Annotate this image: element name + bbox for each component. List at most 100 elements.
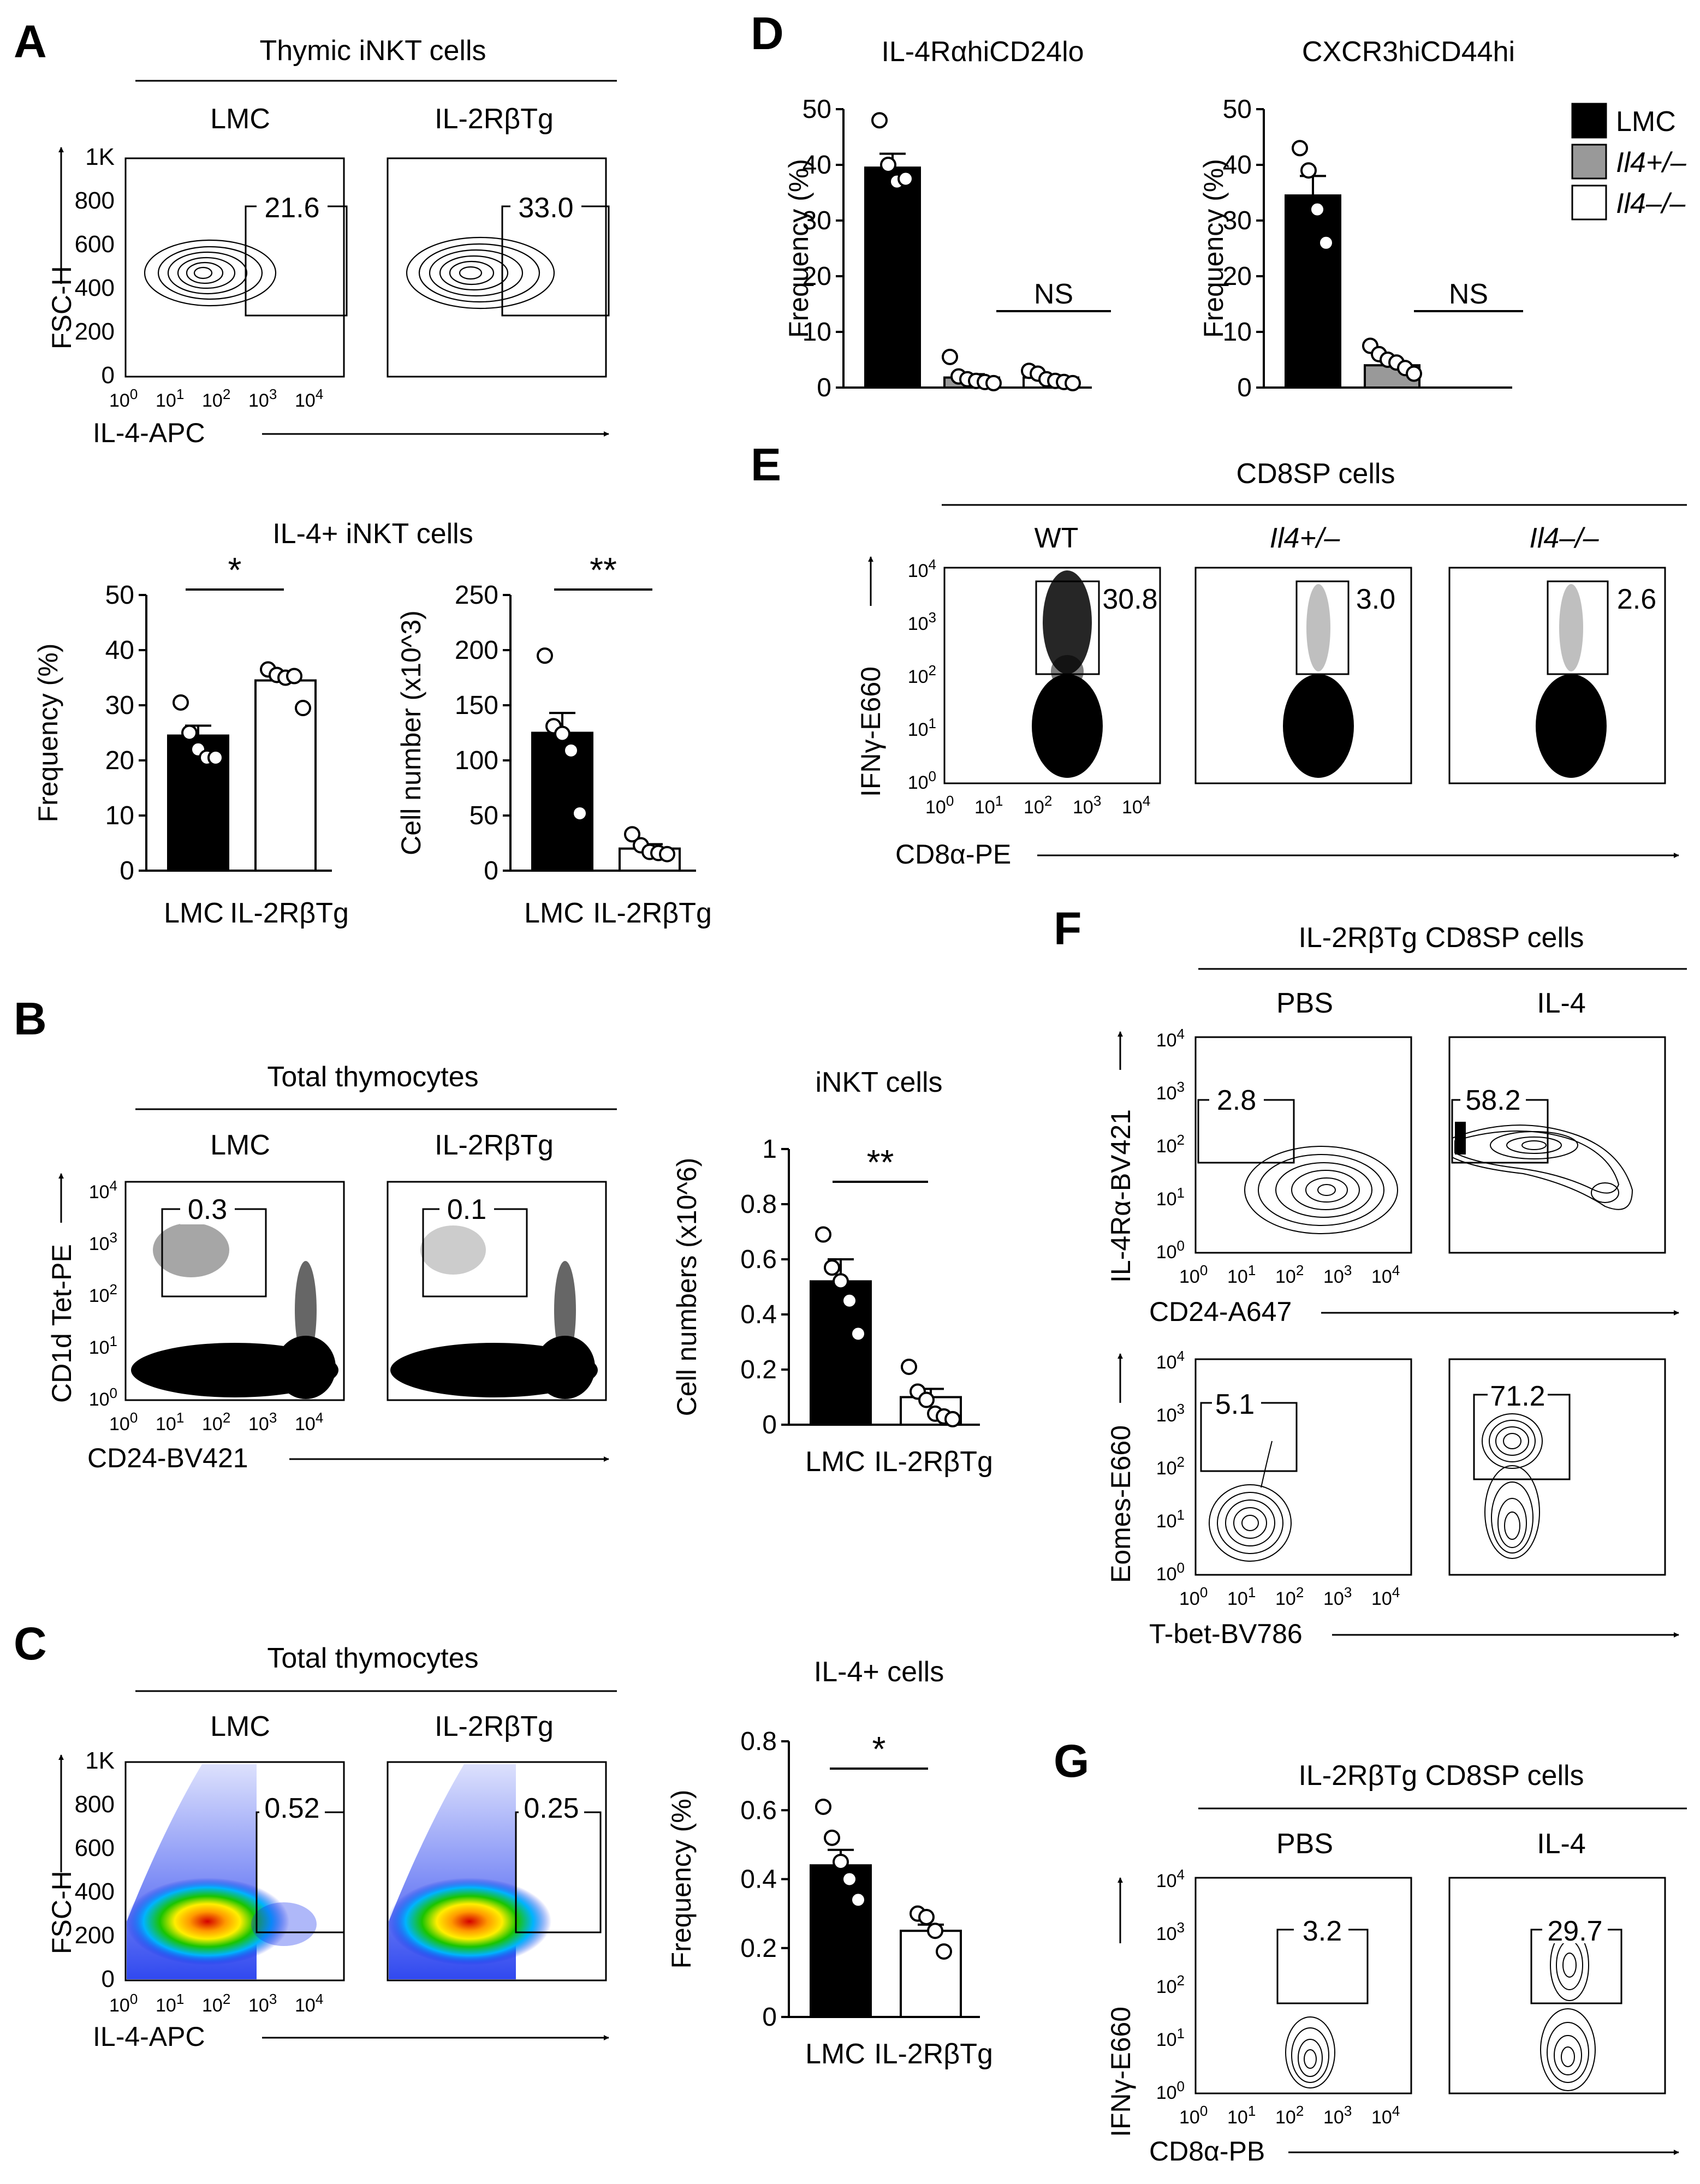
panel-b-ytick: 100: [89, 1385, 117, 1410]
y-tick-label: 0: [817, 373, 831, 402]
bar-chart-C-freq: 0 0.2 0.4 0.6 0.8 Frequency (%) *: [666, 1727, 980, 2032]
panel-a-num-cat-tg: IL-2RβTg: [593, 897, 712, 929]
panel-b-cat-tg: IL-2RβTg: [874, 1446, 993, 1478]
y-tick-label: 150: [455, 691, 498, 720]
panel-f-bottom-ytick: 100: [1156, 1560, 1185, 1585]
y-tick-label: 50: [1223, 95, 1252, 124]
y-tick-label: 0.2: [740, 1355, 777, 1384]
bar-chart-A-num: 0 50 100 150 200 250 Cell number (x10^3) **: [396, 550, 696, 885]
panel-c: C Total thymocytes LMC IL-2RβTg 0.52 0.2…: [14, 1618, 993, 2070]
panel-c-ytick: 0: [102, 1966, 115, 1992]
panel-f-bottom-right-gate-value: 71.2: [1490, 1380, 1545, 1412]
panel-c-x-axis-label: IL-4-APC: [93, 2021, 205, 2052]
bar-0: [531, 731, 593, 872]
data-point: [897, 170, 914, 187]
significance-label: NS: [1449, 278, 1488, 310]
legend-label-het: Il4+/–: [1616, 147, 1687, 178]
y-tick-label: 40: [105, 636, 134, 665]
panel-f-top-ytick: 103: [1156, 1079, 1185, 1104]
panel-e-plot2-label: Il4+/–: [1270, 522, 1341, 554]
panel-c-xtick: 100: [109, 1991, 138, 2016]
panel-e-plot1-gate: [1035, 580, 1100, 675]
y-tick-label: 0.6: [740, 1245, 777, 1274]
data-point: [624, 826, 640, 843]
y-tick-label: 50: [803, 95, 831, 124]
y-axis-label: Frequency (%): [1198, 159, 1229, 338]
panel-f-top-left-gate-bg: [1209, 1086, 1264, 1114]
data-point: [880, 157, 896, 173]
panel-e-plot1-label: WT: [1035, 522, 1079, 554]
significance-label: *: [872, 1729, 886, 1769]
panel-f-top-ytick: 104: [1156, 1026, 1185, 1051]
panel-e-y-axis-label: IFNγ-E660: [855, 666, 886, 797]
panel-c-xtick: 103: [248, 1991, 277, 2016]
panel-a-freq-cat-tg: IL-2RβTg: [230, 897, 349, 929]
panel-c-ytick: 1K: [85, 1747, 115, 1774]
panel-e-ytick: 104: [908, 556, 936, 581]
panel-f-bottom-ytick: 101: [1156, 1507, 1185, 1532]
legend-swatch-lmc: [1571, 103, 1607, 139]
panel-c-ytick: 200: [75, 1922, 115, 1949]
y-tick-label: 0: [1237, 373, 1252, 402]
panel-g-left-contours: [1285, 2016, 1335, 2088]
panel-g-title: IL-2RβTg CD8SP cells: [1298, 1760, 1584, 1792]
panel-g-right-gate-value: 29.7: [1547, 1915, 1602, 1947]
panel-f-top-right-gate-bg: [1460, 1086, 1526, 1114]
panel-e-ytick: 100: [908, 768, 936, 793]
panel-f-bottom-xtick: 103: [1323, 1584, 1352, 1609]
panel-c-plot2-gate-value: 0.25: [524, 1793, 579, 1824]
panel-f-top-y-axis-label: IL-4Rα-BV421: [1105, 1109, 1136, 1283]
data-point: [918, 1391, 935, 1408]
panel-letter-d: D: [751, 8, 784, 59]
panel-g-ytick: 102: [1156, 1972, 1185, 1997]
panel-g-right-gate-bg: [1542, 1916, 1608, 1943]
data-point: [1292, 140, 1308, 157]
panel-a-freq-cat-lmc: LMC: [164, 897, 224, 929]
panel-letter-e: E: [751, 439, 781, 490]
panel-letter-b: B: [14, 993, 47, 1044]
panel-c-plot2-gate-bg: [519, 1793, 584, 1826]
panel-g-right-frame: [1448, 1877, 1666, 2094]
legend-label-lmc: LMC: [1616, 106, 1676, 138]
panel-c-title: Total thymocytes: [267, 1643, 478, 1674]
bar-0: [810, 1280, 872, 1426]
y-tick-label: 250: [455, 581, 498, 610]
y-axis-label: Cell numbers (x10^6): [671, 1158, 702, 1417]
panel-a-plot1-contours: [144, 239, 277, 307]
panel-f-top-right-frame: [1448, 1036, 1666, 1254]
bar-0: [864, 166, 921, 389]
bar-chart-D-1: 0 10 20 30 40 50 Frequency (%) NS: [783, 95, 1111, 402]
panel-b-plot1-density: [131, 1223, 338, 1399]
panel-e-xtick: 101: [974, 793, 1003, 818]
panel-b-xtick: 104: [295, 1409, 323, 1435]
panel-e-plot1-frame: [943, 567, 1161, 784]
panel-e-plot3-gate-value: 2.6: [1617, 584, 1656, 615]
panel-f-top-left-contours: [1244, 1146, 1398, 1234]
panel-a-plot1-frame: [124, 157, 345, 378]
panel-a-plot2-gate-bg: [510, 191, 581, 224]
panel-g-xtick: 100: [1179, 2103, 1208, 2128]
panel-f-top-xticks: 100 101 102 103 104: [1179, 1262, 1400, 1287]
y-tick-label: 30: [1223, 206, 1252, 235]
data-point: [1406, 365, 1422, 382]
data-point: [563, 742, 579, 759]
panel-g-col1-label: PBS: [1276, 1828, 1333, 1860]
panel-a-plot2-gate-value: 33.0: [518, 192, 573, 224]
data-point: [173, 694, 189, 711]
panel-f-top-xtick: 103: [1323, 1262, 1352, 1287]
panel-b-plot2-gate-value: 0.1: [447, 1194, 486, 1225]
panel-f-bottom-xtick: 100: [1179, 1584, 1208, 1609]
panel-d-title-2: CXCR3hiCD44hi: [1302, 36, 1515, 68]
y-tick-label: 20: [105, 746, 134, 775]
panel-f-bottom-yticks: 100 101 102 103 104: [1156, 1348, 1185, 1585]
panel-e-plot2-gate: [1295, 580, 1350, 675]
data-point: [824, 1259, 840, 1276]
panel-e-xtick: 103: [1073, 793, 1101, 818]
panel-a-plot2-label: IL-2RβTg: [435, 103, 554, 135]
data-point: [286, 668, 302, 685]
panel-e-ytick: 101: [908, 715, 936, 740]
data-point: [815, 1226, 831, 1243]
panel-f-bottom-left-gate-value: 5.1: [1215, 1389, 1255, 1420]
data-point: [815, 1798, 831, 1815]
panel-b-xtick: 103: [248, 1409, 277, 1435]
